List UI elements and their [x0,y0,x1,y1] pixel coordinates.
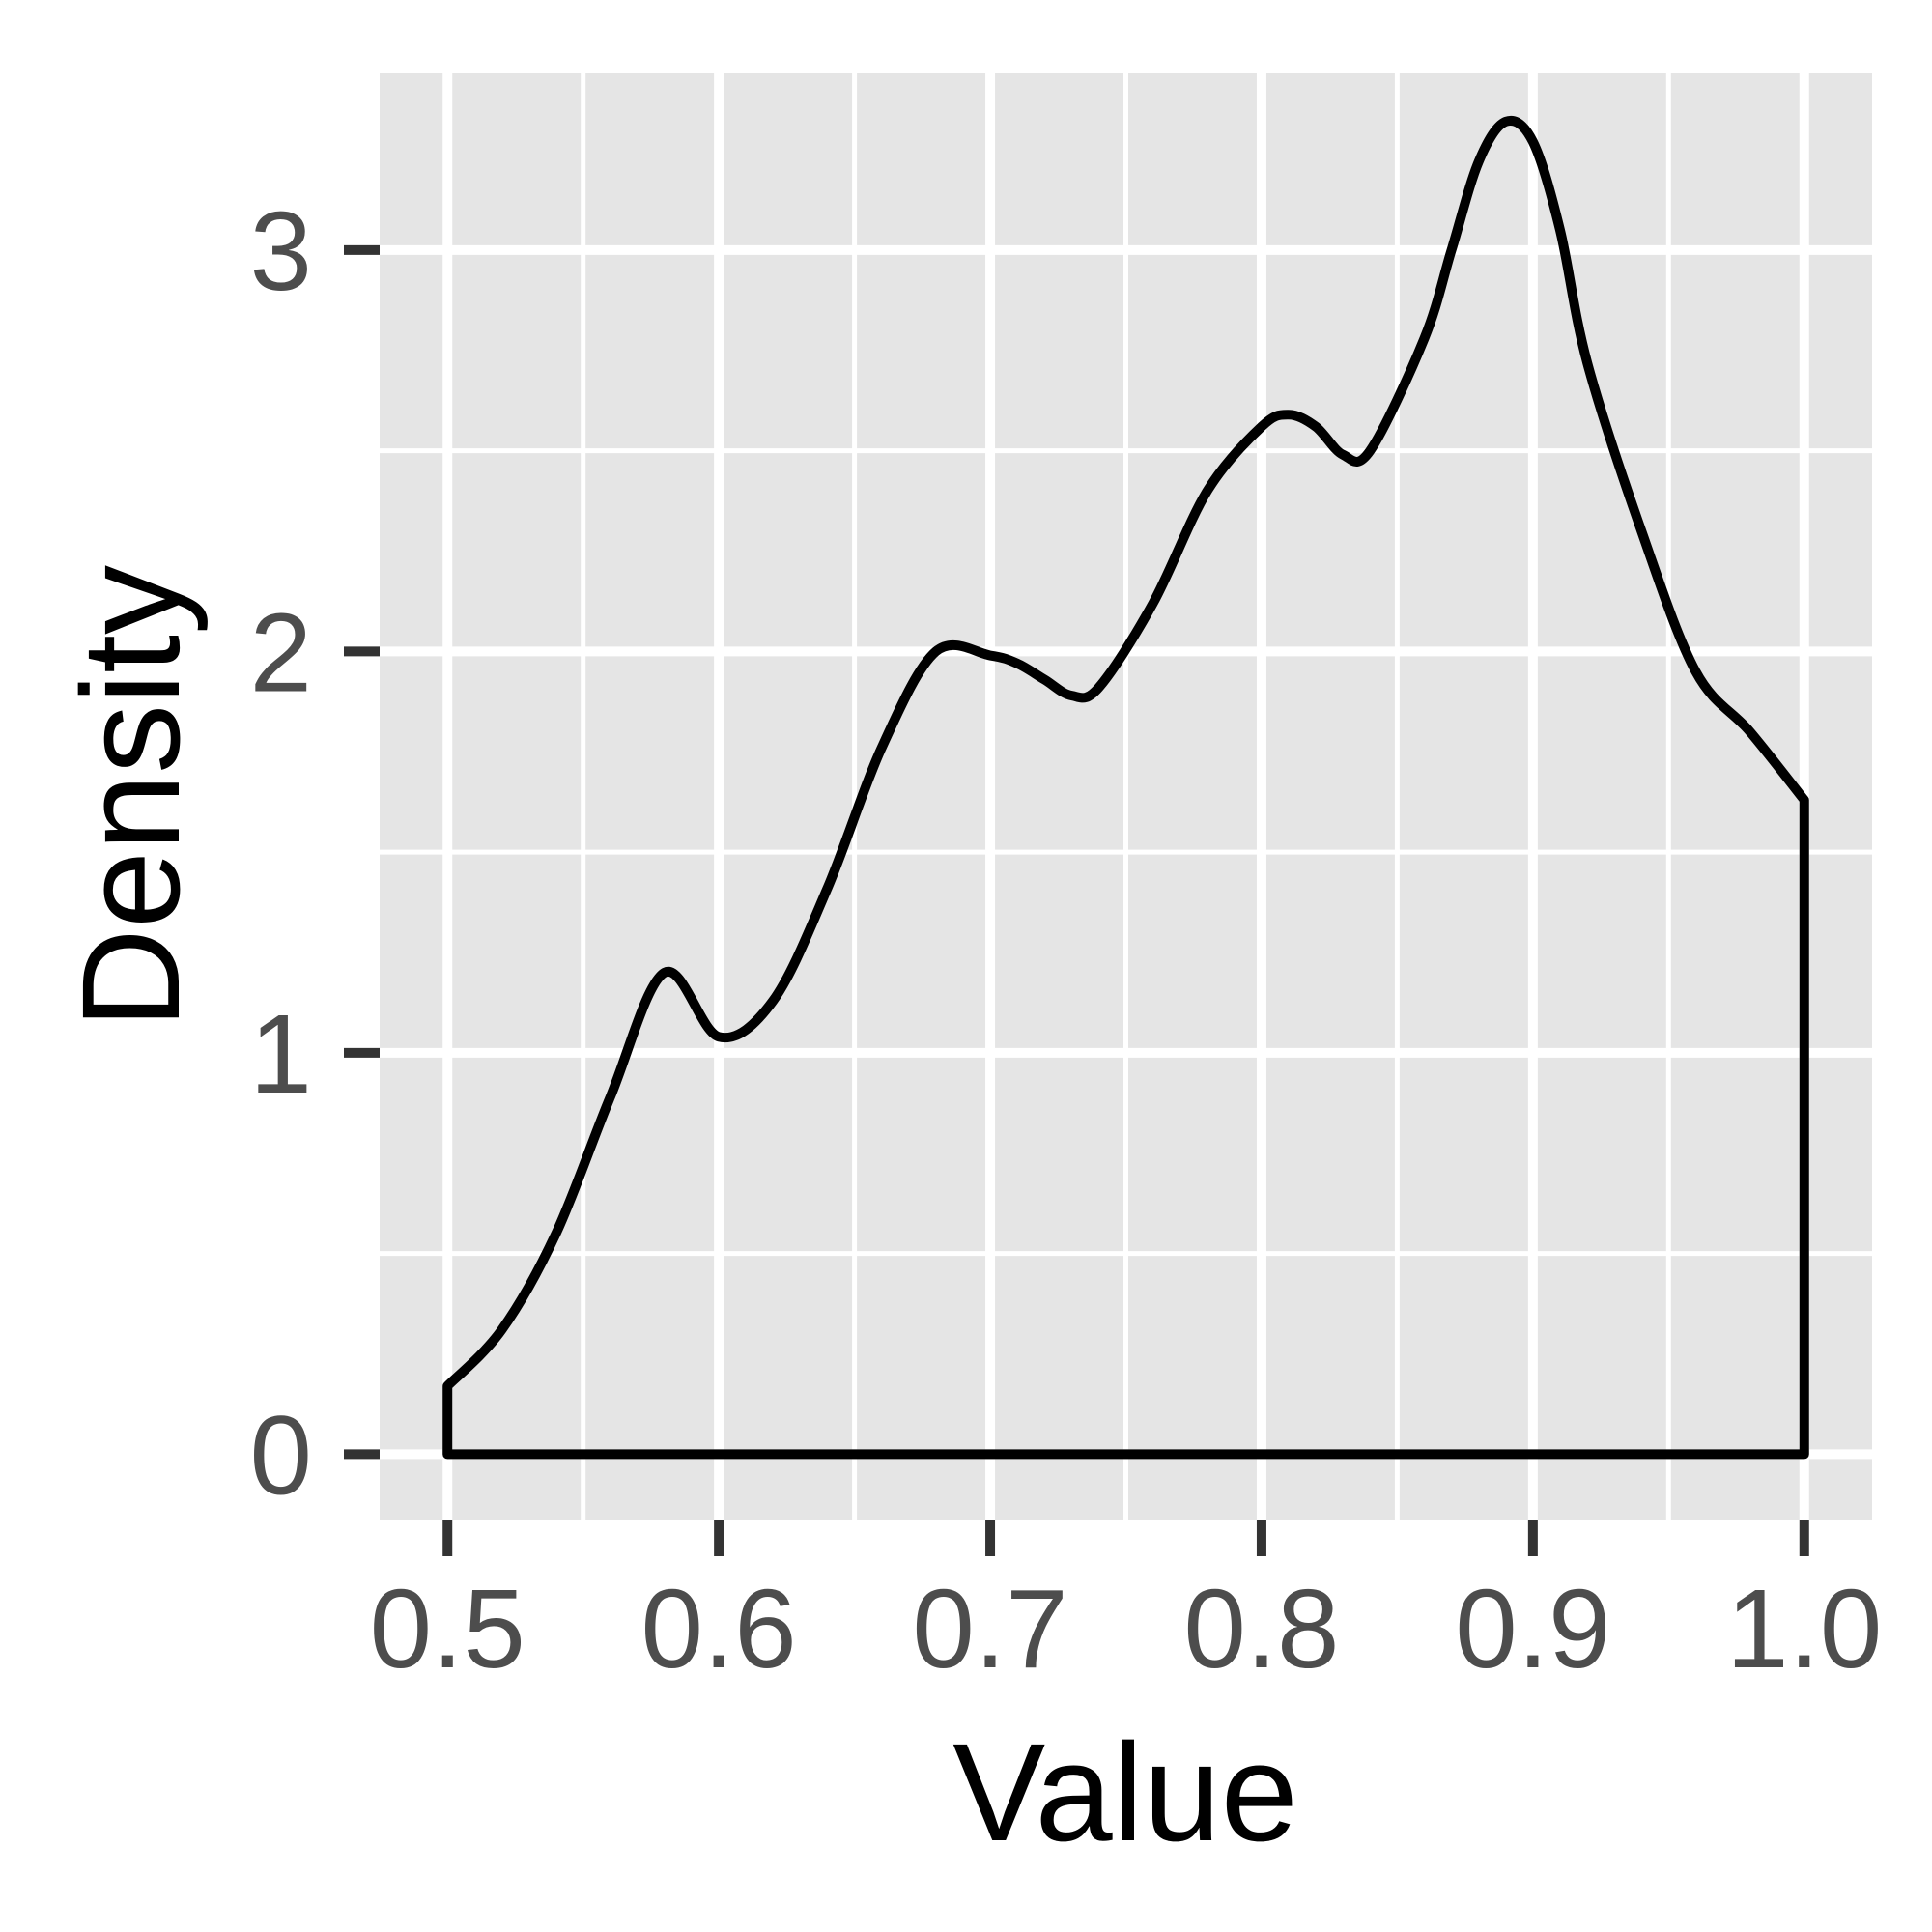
x-tick-label: 0.7 [912,1566,1067,1691]
density-curve [442,115,1809,1460]
x-tick-label: 1.0 [1726,1566,1882,1691]
y-tick-label: 2 [249,589,312,715]
y-tick-label: 3 [249,188,312,314]
minor-gridlines [380,73,1872,1520]
x-axis-ticks: 0.5 0.6 0.7 0.8 0.9 1.0 [370,1520,1882,1691]
y-axis-ticks: 0 1 2 3 [249,188,380,1518]
x-axis-title: Value [952,1715,1298,1870]
y-tick-label: 0 [249,1392,312,1518]
y-tick-label: 1 [249,991,312,1117]
x-tick-label: 0.9 [1455,1566,1610,1691]
x-tick-label: 0.8 [1183,1566,1339,1691]
x-tick-label: 0.5 [370,1566,526,1691]
y-axis-title: Density [53,565,209,1029]
x-tick-label: 0.6 [641,1566,797,1691]
